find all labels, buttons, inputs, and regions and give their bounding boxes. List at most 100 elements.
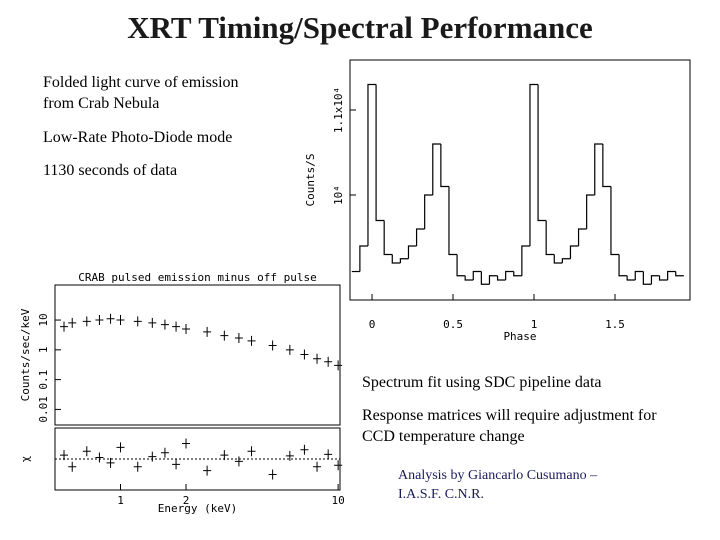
data-point — [116, 442, 125, 453]
curve-bin — [513, 271, 522, 277]
data-point — [133, 316, 142, 327]
curve-bin — [569, 245, 579, 259]
data-point — [300, 349, 309, 360]
credit: Analysis by Giancarlo Cusumano – I.A.S.F… — [398, 468, 598, 502]
curve-bin — [383, 220, 393, 256]
data-point — [60, 321, 69, 332]
curve-bin — [399, 258, 409, 264]
curve-bin — [634, 270, 644, 281]
curve-bin — [610, 186, 620, 256]
curve-bin — [537, 84, 547, 222]
data-point — [203, 465, 212, 476]
curve-bin — [561, 258, 571, 264]
y-axis-label: Counts/S — [304, 154, 317, 207]
y-tick-label: 1 — [37, 347, 50, 354]
data-point — [313, 461, 322, 472]
plot-frame — [54, 284, 341, 426]
x-tick-label: 2 — [183, 494, 190, 507]
x-tick-label: 1 — [117, 494, 124, 507]
curve-bin — [375, 84, 385, 222]
x-tick-label: 0 — [369, 318, 376, 331]
data-point — [182, 324, 191, 335]
y-tick-label: 0.01 — [37, 396, 50, 423]
data-point — [95, 452, 104, 463]
curve-bin — [464, 275, 474, 281]
note: Response matrices will require adjustmen… — [362, 407, 657, 445]
note: Low-Rate Photo-Diode mode — [43, 129, 233, 146]
curve-bin — [440, 143, 449, 188]
y-tick-label: 0.1 — [37, 370, 50, 390]
curve-bin — [618, 254, 628, 277]
curve-bin — [391, 254, 401, 264]
curve-bin — [586, 194, 595, 230]
curve-bin — [658, 275, 668, 281]
curve-bin — [505, 270, 514, 281]
data-point — [68, 461, 77, 472]
curve-bin — [480, 271, 490, 285]
curve-bin — [415, 228, 425, 247]
curve-bin — [577, 228, 587, 247]
data-point — [334, 360, 343, 371]
x-axis-label: Phase — [503, 330, 536, 343]
data-point — [220, 330, 229, 341]
curve-bin — [407, 245, 417, 259]
data-point — [313, 353, 322, 364]
curve-bin — [456, 254, 466, 277]
curve-bin — [521, 245, 530, 276]
curve-bin — [432, 143, 441, 196]
data-point — [116, 315, 125, 326]
y-axis-label: Counts/sec/keV — [19, 308, 32, 401]
data-point — [234, 456, 243, 467]
data-point — [247, 446, 256, 457]
data-point — [234, 332, 243, 343]
y-tick-label: 1.1x10⁴ — [332, 87, 345, 133]
note: Spectrum fit using SDC pipeline data — [362, 374, 602, 391]
data-point — [285, 450, 294, 461]
data-point — [160, 447, 169, 458]
curve-bin — [472, 270, 482, 281]
curve-bin — [602, 143, 611, 188]
data-point — [82, 446, 91, 457]
curve-bin — [626, 275, 636, 281]
data-point — [324, 449, 333, 460]
note: 1130 seconds of data — [43, 162, 178, 179]
data-point — [148, 451, 157, 462]
note: Folded light curve of emission from Crab… — [43, 74, 239, 112]
curve-bin — [529, 83, 539, 247]
slide-title: XRT Timing/Spectral Performance — [127, 10, 593, 45]
x-axis-label: Energy (keV) — [158, 502, 237, 515]
data-point — [334, 460, 343, 471]
curve-bin — [496, 275, 506, 281]
data-point — [324, 356, 333, 367]
curve-bin — [675, 271, 684, 277]
data-point — [160, 319, 169, 330]
data-point — [106, 457, 115, 468]
x-tick-label: 0.5 — [443, 318, 463, 331]
curve-bin — [553, 254, 563, 264]
data-point — [247, 335, 256, 346]
curve-bin — [545, 220, 555, 256]
y-tick-label: 10 — [37, 313, 50, 326]
plot-frame — [349, 59, 691, 301]
y-tick-label: 10⁴ — [332, 185, 345, 205]
data-point — [106, 313, 115, 324]
y-axis-label: χ — [19, 455, 32, 462]
x-tick-label: 10 — [332, 494, 345, 507]
chart-title: CRAB pulsed emission minus off pulse — [78, 271, 316, 284]
data-point — [268, 340, 277, 351]
data-point — [268, 469, 277, 480]
data-point — [95, 315, 104, 326]
data-point — [203, 326, 212, 337]
curve-bin — [359, 245, 368, 272]
x-tick-label: 1.5 — [605, 318, 625, 331]
curve-bin — [594, 143, 603, 196]
curve-bin — [367, 83, 377, 247]
x-tick-label: 1 — [531, 318, 538, 331]
curve-bin — [488, 275, 498, 285]
data-point — [172, 459, 181, 470]
data-point — [182, 438, 191, 449]
data-point — [148, 317, 157, 328]
data-point — [133, 461, 142, 472]
